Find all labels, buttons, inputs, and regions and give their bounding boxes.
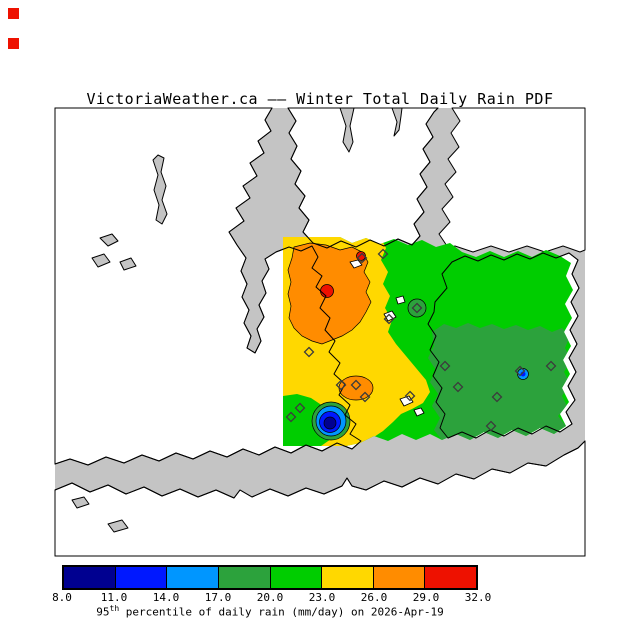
- colorbar-cells: [62, 565, 478, 590]
- colorbar-tick: 14.0: [152, 591, 180, 604]
- station-marker: [303, 346, 315, 358]
- station-marker: [514, 365, 526, 377]
- contour-bullseye-core-navy: [323, 416, 337, 430]
- page-title: VictoriaWeather.ca —— Winter Total Daily…: [86, 90, 554, 108]
- station-marker: [356, 252, 368, 264]
- station-marker: [383, 313, 395, 325]
- contour-overlay: [283, 237, 573, 446]
- colorbar: 8.0 11.0 14.0 17.0 20.0 23.0 26.0 29.0 32.0 95th…: [52, 565, 491, 619]
- lake-4: [119, 257, 137, 271]
- colorbar-tick: 26.0: [360, 591, 388, 604]
- channel-1: [339, 107, 355, 153]
- lake-3: [91, 253, 111, 268]
- land-group: [54, 107, 586, 557]
- station-marker: [452, 381, 464, 393]
- colorbar-tick: 23.0: [308, 591, 336, 604]
- station-marker: [485, 420, 497, 432]
- lake-1: [152, 154, 168, 225]
- colorbar-cell: [321, 567, 373, 588]
- station-marker: [439, 360, 451, 372]
- station-marker: [294, 402, 306, 414]
- station-marker: [285, 411, 297, 423]
- caption-prefix: 95: [96, 605, 110, 619]
- colorbar-tick: 29.0: [412, 591, 440, 604]
- corner-mark-1: [8, 8, 19, 19]
- colorbar-cell: [217, 567, 270, 588]
- station-marker: [335, 379, 347, 391]
- colorbar-tick: 20.0: [256, 591, 284, 604]
- contour-dark-green-spot: [407, 298, 427, 318]
- contour-blue-spot-east: [520, 371, 526, 377]
- caption-superscript: th: [109, 604, 120, 613]
- lake-6: [107, 519, 129, 533]
- corner-mark-2: [8, 38, 19, 49]
- land-gulf-islands-ne: [436, 107, 586, 253]
- contour-dark-green-region: [428, 323, 571, 440]
- islet-2: [395, 295, 406, 305]
- colorbar-cell: [114, 567, 167, 588]
- contour-red-spot: [320, 284, 334, 298]
- caption-rest: percentile of daily rain (mm/day) on 202…: [119, 605, 444, 619]
- colorbar-cell: [64, 567, 115, 588]
- lake-2: [99, 233, 119, 247]
- colorbar-tick: 11.0: [100, 591, 128, 604]
- station-marker: [359, 391, 371, 403]
- colorbar-tick: 17.0: [204, 591, 232, 604]
- station-marker: [404, 390, 416, 402]
- colorbar-cell: [269, 567, 322, 588]
- colorbar-ticks: 8.0 11.0 14.0 17.0 20.0 23.0 26.0 29.0 32.0: [52, 590, 491, 604]
- colorbar-cell: [372, 567, 425, 588]
- colorbar-tick: 32.0: [464, 591, 492, 604]
- station-marker: [411, 302, 423, 314]
- colorbar-cell: [166, 567, 218, 588]
- colorbar-cell: [424, 567, 476, 588]
- colorbar-caption: 95th percentile of daily rain (mm/day) o…: [62, 604, 478, 619]
- contour-red-spot-north: [356, 251, 366, 261]
- station-marker: [545, 360, 557, 372]
- station-marker: [377, 248, 389, 260]
- colorbar-tick: 8.0: [52, 591, 72, 604]
- station-marker: [350, 379, 362, 391]
- station-markers: [285, 248, 557, 432]
- lake-5: [71, 496, 90, 509]
- station-marker: [491, 391, 503, 403]
